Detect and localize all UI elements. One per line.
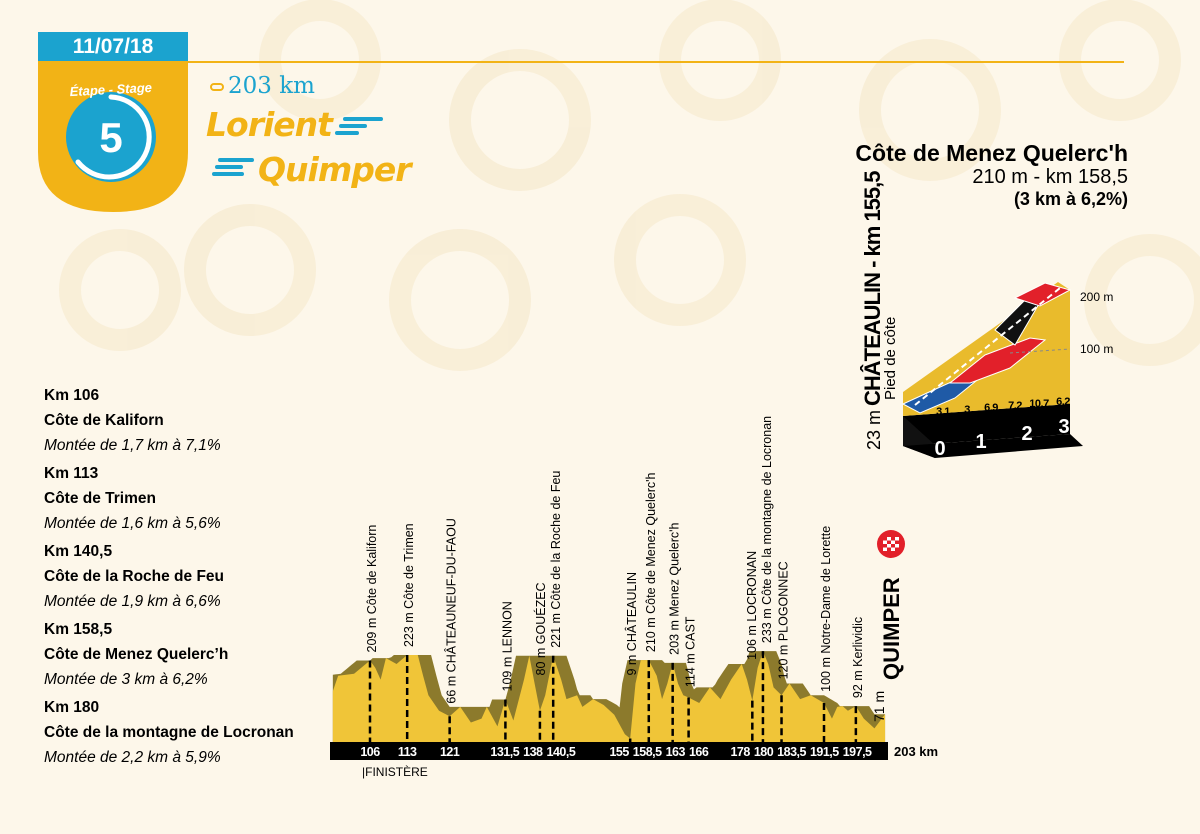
climb-km: Km 113 — [44, 465, 99, 482]
climb-segment-red — [948, 337, 1047, 384]
climb-list-item: Km 106 Côte de Kaliforn Montée de 1,7 km à… — [44, 383, 334, 461]
waypoint-label: 221 m Côte de la Roche de Feu — [549, 471, 563, 648]
stage-distance: 203 km — [210, 73, 315, 99]
header-divider — [188, 61, 1124, 63]
segment-gradient: 10,7 — [1029, 398, 1049, 410]
climb-km-mark: 1 — [975, 431, 986, 453]
waypoint-label: 100 m Notre-Dame de Lorette — [819, 526, 833, 692]
segment-gradient: 6,9 — [984, 402, 998, 414]
climb-segment-red — [1013, 282, 1072, 307]
finish-city: Quimper — [258, 150, 412, 189]
climb-description: Montée de 2,2 km à 5,9% — [44, 749, 221, 766]
climb-km-mark: 2 — [1021, 423, 1032, 445]
climb-description: Montée de 1,6 km à 5,6% — [44, 515, 221, 532]
km-tick-label: 138 — [523, 745, 543, 759]
start-city: Lorient — [206, 105, 333, 144]
climb-list-item: Km 140,5 Côte de la Roche de Feu Montée de… — [44, 539, 334, 617]
km-tick-label: 183,5 — [777, 745, 806, 759]
climb-km: Km 106 — [44, 387, 100, 404]
climb-km: Km 180 — [44, 699, 100, 716]
alt-mark-100: 100 m — [1080, 342, 1113, 356]
climb-name: Côte de Trimen — [44, 490, 156, 507]
segment-gradient: 3 — [964, 404, 970, 416]
waypoint-label: 66 m CHÂTEAUNEUF-DU-FAOU — [444, 518, 459, 703]
stage-label: Étape - Stage — [69, 80, 152, 99]
finish-alt: 71 m — [871, 691, 887, 722]
waypoint-label: 120 m PLOGONNEC — [777, 561, 791, 679]
climb-km-mark: 3 — [1058, 416, 1069, 438]
climb-name: Côte de Menez Quelerc’h — [44, 646, 229, 663]
segment-gradient: 3,1 — [936, 406, 950, 418]
climb-description: Montée de 3 km à 6,2% — [44, 671, 208, 688]
profile-area — [332, 651, 886, 742]
climb-km-bar — [903, 404, 1070, 446]
climb-detail-gradient: (3 km à 6,2%) — [1013, 189, 1128, 209]
km-tick-label: 113 — [398, 745, 417, 759]
km-tick-label: 180 — [754, 745, 774, 759]
waypoint-label: 109 m LENNON — [500, 601, 514, 691]
waypoint-label: 114 m CAST — [684, 616, 698, 687]
finish-name: QUIMPER — [879, 577, 904, 680]
climb-description: Montée de 1,9 km à 6,6% — [44, 593, 221, 610]
km-tick-label: 131,5 — [490, 745, 519, 759]
waypoint-label: 9 m CHÂTEAULIN — [624, 572, 639, 676]
waypoint-label: 92 m Kerlividic — [851, 617, 865, 698]
stage-number: 5 — [99, 114, 122, 161]
km-tick-label: 121 — [440, 745, 460, 759]
climb-name: Côte de la montagne de Locronan — [44, 724, 294, 741]
climb-description: Montée de 1,7 km à 7,1% — [44, 437, 221, 454]
region-label: |FINISTÈRE — [362, 764, 428, 779]
climb-start-alt: 23 m — [864, 410, 884, 450]
climb-km-mark: 0 — [934, 438, 945, 460]
distance-value: 203 km — [228, 73, 315, 99]
speed-lines-icon — [335, 117, 383, 135]
climb-name: Côte de Kaliforn — [44, 412, 164, 429]
climb-km: Km 140,5 — [44, 543, 113, 560]
waypoint-label: 223 m Côte de Trimen — [402, 523, 416, 647]
climb-start-label: CHÂTEAULIN - km 155,5 — [860, 171, 885, 406]
climb-list-item: Km 113 Côte de Trimen Montée de 1,6 km à 5… — [44, 461, 334, 539]
waypoint-label: 209 m Côte de Kaliforn — [365, 525, 379, 653]
km-tick-label: 166 — [689, 745, 709, 759]
km-tick-label: 158,5 — [633, 745, 662, 759]
km-tick-label: 106 — [360, 745, 380, 759]
stage-badge: 5 Étape - Stage — [38, 61, 188, 212]
segment-gradient: 6,2 — [1056, 396, 1070, 408]
speed-lines-icon — [212, 158, 254, 176]
climb-list-item: Km 180 Côte de la montagne de Locronan Mon… — [44, 695, 334, 773]
waypoint-label: 203 m Menez Quelerc'h — [668, 522, 682, 654]
waypoint-label: 233 m Côte de la montagne de Locronan — [760, 416, 774, 643]
climb-name: Côte de la Roche de Feu — [44, 568, 225, 585]
km-tick-label: 191,5 — [810, 745, 839, 759]
climb-detail-title: Côte de Menez Quelerc'h — [855, 140, 1128, 166]
km-tick-label: 178 — [730, 745, 750, 759]
climb-foot-label: Pied de côte — [882, 317, 899, 400]
waypoint-label: 80 m GOUÉZEC — [533, 582, 548, 675]
waypoint-label: 210 m Côte de Menez Quelerc'h — [644, 472, 658, 652]
km-tick-label: 197,5 — [843, 745, 872, 759]
climb-detail-subtitle: 210 m - km 158,5 — [972, 166, 1128, 188]
waypoint-label: 106 m LOCRONAN — [745, 551, 759, 660]
climb-km: Km 158,5 — [44, 621, 113, 638]
km-tick-label: 140,5 — [547, 745, 576, 759]
km-tick-label: 155 — [609, 745, 629, 759]
end-km-label: 203 km — [894, 744, 938, 759]
climb-list: Km 106 Côte de Kaliforn Montée de 1,7 km à… — [44, 383, 334, 773]
alt-mark-200: 200 m — [1080, 290, 1113, 304]
km-axis-bar — [330, 742, 888, 760]
distance-icon — [210, 83, 224, 91]
climb-list-item: Km 158,5 Côte de Menez Quelerc’h Montée de… — [44, 617, 334, 695]
segment-gradient: 7,2 — [1008, 400, 1022, 412]
stage-date: 11/07/18 — [38, 32, 188, 61]
km-tick-label: 163 — [666, 745, 686, 759]
finish-flag-icon — [877, 530, 905, 558]
